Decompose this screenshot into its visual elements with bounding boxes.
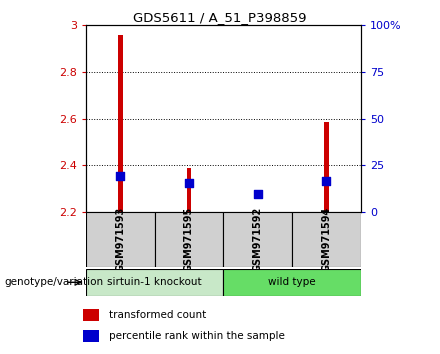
- Bar: [224, 269, 361, 296]
- Text: sirtuin-1 knockout: sirtuin-1 knockout: [107, 277, 202, 287]
- Bar: [86, 269, 224, 296]
- Bar: [255, 212, 260, 213]
- Text: GSM971595: GSM971595: [184, 207, 194, 273]
- Bar: [86, 212, 154, 267]
- Text: GDS5611 / A_51_P398859: GDS5611 / A_51_P398859: [133, 11, 307, 24]
- Bar: [154, 212, 223, 267]
- Point: [117, 173, 124, 179]
- Bar: [292, 212, 361, 267]
- Point: [185, 180, 192, 186]
- Point: [254, 191, 261, 196]
- Point: [323, 178, 330, 184]
- Bar: [224, 212, 292, 267]
- Text: GSM971593: GSM971593: [115, 207, 125, 273]
- Bar: [118, 35, 123, 212]
- Text: transformed count: transformed count: [109, 310, 206, 320]
- Bar: [324, 122, 329, 212]
- Text: GSM971594: GSM971594: [322, 207, 331, 273]
- Text: genotype/variation: genotype/variation: [4, 277, 103, 287]
- Bar: [187, 168, 191, 212]
- Text: wild type: wild type: [268, 277, 316, 287]
- Text: GSM971592: GSM971592: [253, 207, 263, 273]
- Bar: [84, 309, 99, 321]
- Bar: [84, 330, 99, 342]
- Text: percentile rank within the sample: percentile rank within the sample: [109, 331, 285, 341]
